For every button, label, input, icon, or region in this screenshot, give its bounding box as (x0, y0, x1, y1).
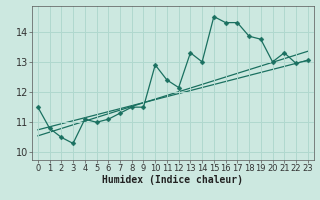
X-axis label: Humidex (Indice chaleur): Humidex (Indice chaleur) (102, 175, 243, 185)
